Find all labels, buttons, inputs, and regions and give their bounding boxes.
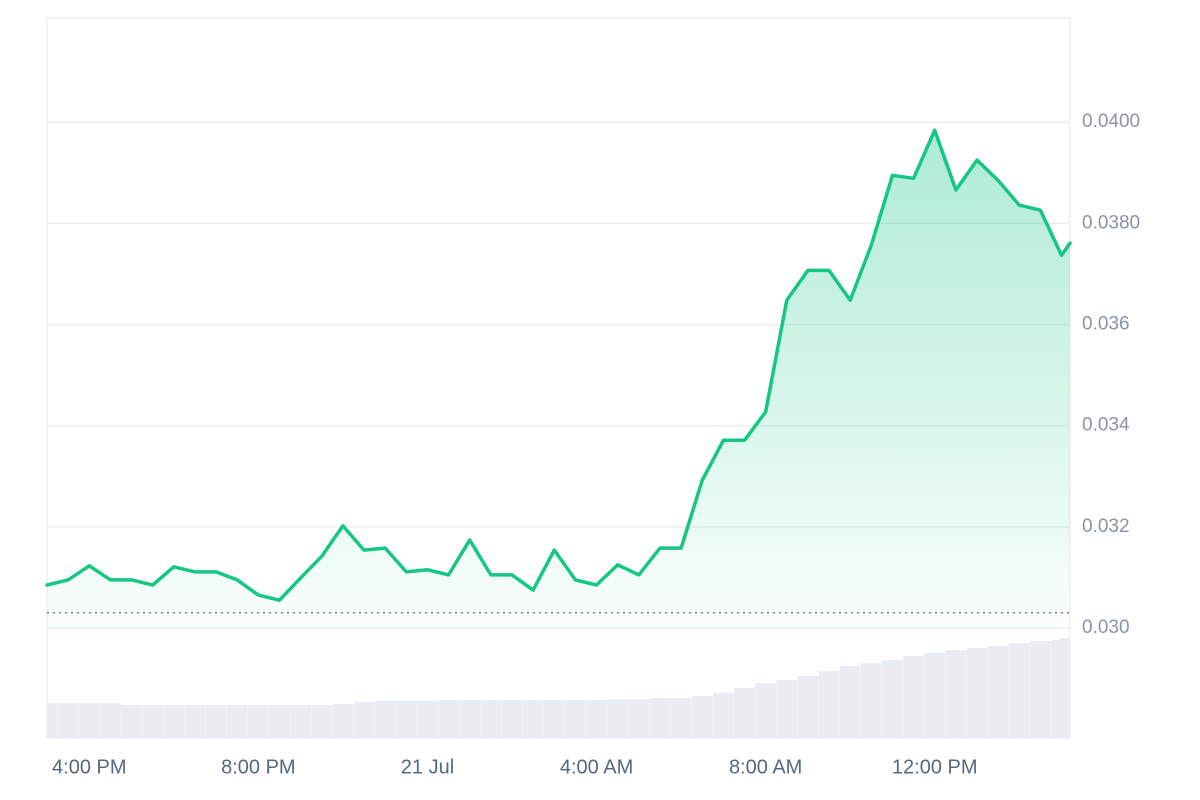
x-tick-label: 21 Jul xyxy=(401,756,454,778)
volume-bar xyxy=(712,693,734,738)
volume-bar xyxy=(586,700,607,738)
volume-bar xyxy=(966,648,988,738)
volume-bar xyxy=(47,703,58,738)
volume-bar xyxy=(776,680,798,738)
volume-bar xyxy=(670,698,692,738)
volume-bar xyxy=(480,700,502,738)
y-tick-label: 0.032 xyxy=(1082,516,1130,537)
volume-bar xyxy=(860,663,882,738)
volume-bar xyxy=(290,705,312,738)
volume-bar xyxy=(987,646,1009,738)
volume-bar xyxy=(459,700,481,738)
volume-bar xyxy=(121,705,142,738)
x-tick-label: 8:00 PM xyxy=(221,756,295,778)
label-layer: 0.030 0.032 0.034 0.036 0.0380 0.0400 4:00 PM 8… xyxy=(52,111,1140,778)
x-tick-label: 4:00 AM xyxy=(560,756,633,778)
volume-bar xyxy=(163,705,185,738)
y-tick-label: 0.030 xyxy=(1082,617,1130,638)
volume-bar xyxy=(353,702,375,738)
volume-bar xyxy=(924,653,946,738)
volume-bar xyxy=(755,683,777,738)
volume-bar xyxy=(691,696,713,738)
volume-bar xyxy=(395,701,417,738)
volume-bar xyxy=(839,666,861,738)
volume-bar xyxy=(734,688,755,738)
volume-bar xyxy=(417,701,438,738)
volume-bar xyxy=(332,704,354,738)
volume-bar xyxy=(205,705,227,738)
volume-bar xyxy=(269,705,290,738)
y-tick-label: 0.0400 xyxy=(1082,111,1140,132)
volume-layer xyxy=(47,638,1070,738)
y-tick-label: 0.034 xyxy=(1082,415,1130,436)
volume-bar xyxy=(142,705,164,738)
x-tick-label: 4:00 PM xyxy=(52,756,126,778)
volume-bar xyxy=(1029,641,1051,738)
volume-bar xyxy=(903,656,925,738)
volume-bar xyxy=(1008,643,1030,738)
volume-bar xyxy=(374,701,396,738)
volume-bar xyxy=(226,705,248,738)
volume-bar xyxy=(945,650,967,738)
volume-bar xyxy=(311,705,333,738)
y-tick-label: 0.0380 xyxy=(1082,212,1140,233)
volume-bar xyxy=(57,703,79,738)
volume-bar xyxy=(797,676,819,738)
volume-bar xyxy=(247,705,269,738)
y-tick-label: 0.036 xyxy=(1082,314,1130,335)
volume-bar xyxy=(501,700,523,738)
volume-bar xyxy=(564,700,586,738)
x-tick-label: 12:00 PM xyxy=(892,756,978,778)
volume-bar xyxy=(438,700,460,738)
volume-bar xyxy=(78,703,100,738)
x-tick-label: 8:00 AM xyxy=(729,756,802,778)
volume-bar xyxy=(543,700,565,738)
volume-bar xyxy=(882,660,903,738)
volume-bar xyxy=(649,698,671,738)
volume-bar xyxy=(184,705,206,738)
area-fill xyxy=(47,130,1070,629)
data-layer xyxy=(45,128,1072,629)
volume-bar xyxy=(1059,638,1070,738)
price-line xyxy=(45,128,1072,602)
volume-bar xyxy=(607,699,629,738)
volume-bar xyxy=(99,703,121,738)
volume-bar xyxy=(818,671,840,738)
volume-bar xyxy=(522,700,544,738)
volume-bar xyxy=(628,699,650,738)
